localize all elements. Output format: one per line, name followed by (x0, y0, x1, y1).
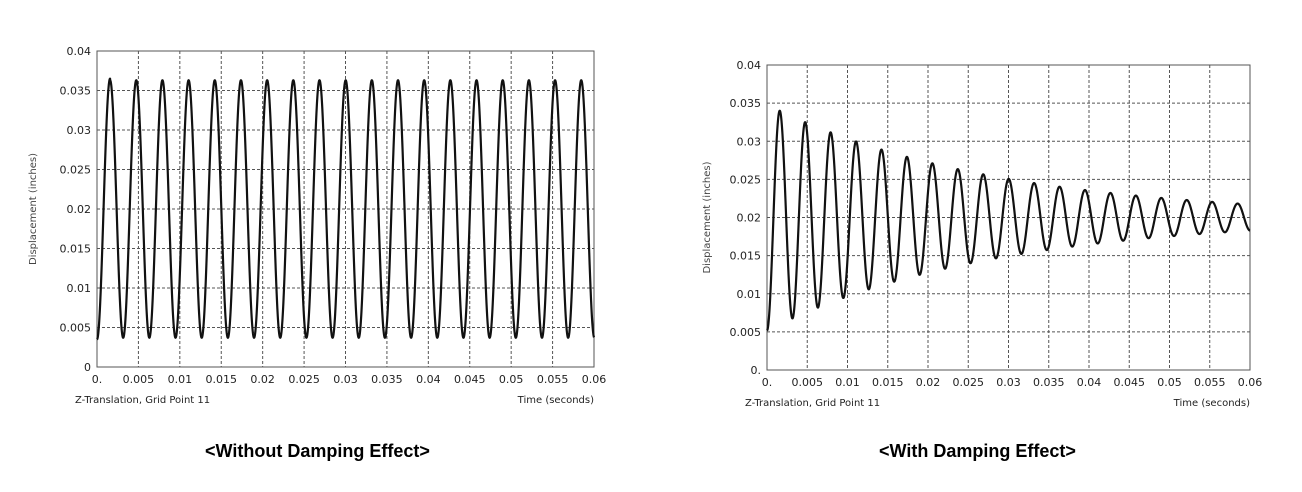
y-tick-label: 0.03 (737, 135, 762, 148)
chart-panel-with-damping: 0. 0.005 0.01 0.015 0.02 0.025 0.03 0.035 0.04 0.… (660, 0, 1300, 492)
y-tick-label: 0.01 (737, 288, 762, 301)
x-axis-label-right: Time (seconds) (517, 395, 594, 406)
x-tick-label: 0.005 (123, 373, 155, 386)
displacement-series-line (96, 77, 596, 341)
caption-with-damping: <With Damping Effect> (879, 441, 1076, 461)
chart-panel-without-damping: 0. 0.005 0.01 0.015 0.02 0.025 0.03 0.035 0.04 0.… (0, 0, 640, 492)
x-tick-label: 0.055 (1194, 376, 1226, 389)
x-axis-label-left: Z-Translation, Grid Point 11 (75, 395, 210, 406)
displacement-chart-without-damping: 0. 0.005 0.01 0.015 0.02 0.025 0.03 0.035 0.04 0.… (28, 45, 607, 406)
x-tick-label: 0.02 (916, 376, 941, 389)
x-tick-label: 0.02 (250, 373, 275, 386)
y-tick-label: 0.01 (67, 282, 92, 295)
y-axis-label: Displacement (inches) (28, 153, 39, 265)
y-tick-label: 0.035 (60, 85, 92, 98)
x-axis-label-left: Z-Translation, Grid Point 11 (745, 398, 880, 409)
y-tick-label: 0.04 (737, 59, 762, 72)
x-axis-label-right: Time (seconds) (1173, 398, 1250, 409)
y-tick-label: 0.015 (60, 243, 92, 256)
y-tick-label: 0.04 (67, 45, 92, 58)
x-tick-label: 0.05 (499, 373, 524, 386)
y-tick-label: 0.02 (67, 203, 92, 216)
y-tick-label: 0. (751, 364, 762, 377)
y-tick-label: 0.025 (730, 173, 762, 186)
x-tick-label: 0.06 (1238, 376, 1263, 389)
x-tick-label: 0.05 (1157, 376, 1182, 389)
x-tick-label: 0.04 (416, 373, 441, 386)
y-tick-label: 0.02 (737, 212, 762, 225)
x-tick-label: 0.035 (1033, 376, 1065, 389)
y-tick-label: 0.015 (730, 250, 762, 263)
displacement-series-line (766, 109, 1251, 332)
y-tick-label: 0.005 (730, 326, 762, 339)
x-tick-label: 0.03 (333, 373, 358, 386)
caption-without-damping: <Without Damping Effect> (205, 441, 430, 461)
y-tick-label: 0.005 (60, 322, 92, 335)
x-tick-label: 0.015 (206, 373, 238, 386)
y-tick-label: 0 (84, 361, 91, 374)
y-axis-label: Displacement (inches) (702, 161, 713, 273)
x-tick-label: 0.06 (582, 373, 607, 386)
x-tick-label: 0.015 (872, 376, 904, 389)
x-tick-label: 0.035 (371, 373, 403, 386)
x-tick-label: 0. (762, 376, 773, 389)
x-tick-label: 0.005 (792, 376, 824, 389)
x-tick-label: 0.025 (953, 376, 985, 389)
displacement-chart-with-damping: 0. 0.005 0.01 0.015 0.02 0.025 0.03 0.035 0.04 0.… (702, 59, 1263, 409)
x-tick-label: 0.04 (1077, 376, 1102, 389)
x-tick-label: 0.01 (835, 376, 860, 389)
x-tick-label: 0.03 (996, 376, 1021, 389)
x-tick-label: 0.025 (288, 373, 320, 386)
x-tick-label: 0.045 (454, 373, 486, 386)
x-tick-label: 0.045 (1114, 376, 1146, 389)
y-tick-label: 0.025 (60, 164, 92, 177)
y-tick-label: 0.035 (730, 97, 762, 110)
x-tick-label: 0.01 (168, 373, 193, 386)
x-tick-label: 0. (92, 373, 103, 386)
y-tick-label: 0.03 (67, 124, 92, 137)
x-tick-label: 0.055 (537, 373, 569, 386)
